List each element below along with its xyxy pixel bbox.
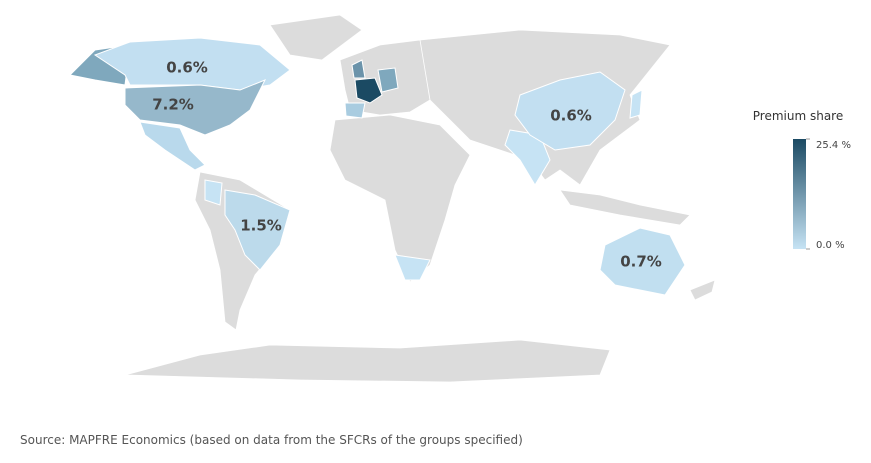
legend-title: Premium share xyxy=(753,109,843,123)
region xyxy=(93,37,291,91)
region xyxy=(514,71,626,151)
value-regions xyxy=(93,37,686,296)
colorbar-tick-label: 0.0 % xyxy=(816,240,845,251)
land-base xyxy=(68,14,716,383)
value-label: 0.7% xyxy=(620,253,662,271)
colorbar xyxy=(793,139,806,249)
region xyxy=(599,227,686,296)
value-label: 0.6% xyxy=(166,59,208,77)
source-note: Source: MAPFRE Economics (based on data … xyxy=(20,433,523,447)
region xyxy=(224,189,291,271)
colorbar-tick-label: 25.4 % xyxy=(816,140,851,151)
value-label: 0.6% xyxy=(550,107,592,125)
value-label: 7.2% xyxy=(152,96,194,114)
region xyxy=(124,79,267,136)
value-label: 1.5% xyxy=(240,217,282,235)
